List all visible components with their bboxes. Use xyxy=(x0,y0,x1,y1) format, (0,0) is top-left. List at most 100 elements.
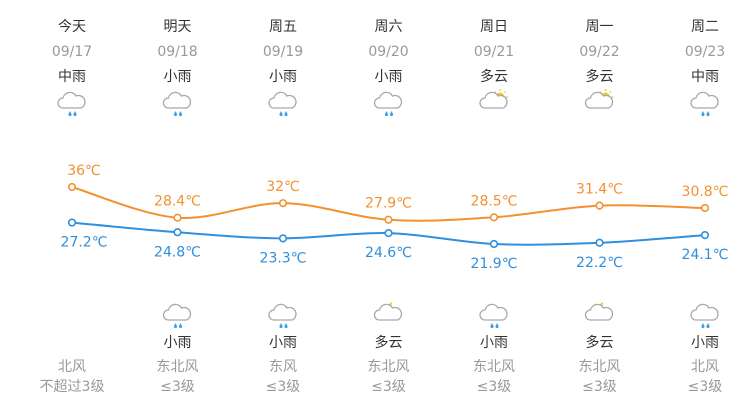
temperature-point xyxy=(278,234,288,243)
weather-icon xyxy=(57,91,86,117)
wind-level: ≤3级 xyxy=(266,379,301,395)
temperature-point xyxy=(595,201,604,210)
cloud xyxy=(479,303,508,321)
raindrop xyxy=(284,323,288,329)
cloud xyxy=(373,91,403,109)
weather-icon xyxy=(584,89,614,109)
temperature-point xyxy=(700,231,710,240)
wind-level: 不超过3级 xyxy=(40,379,105,395)
raindrop xyxy=(490,323,494,329)
wind-direction: 北风 xyxy=(691,359,719,375)
raindrop xyxy=(384,111,389,117)
cloud xyxy=(162,303,192,321)
weather-icon xyxy=(479,89,508,109)
night-weather: 小雨 xyxy=(691,335,719,351)
sun-ray xyxy=(503,90,507,94)
cloud xyxy=(584,91,614,109)
wind-level: ≤3级 xyxy=(477,379,512,395)
raindrop xyxy=(68,111,72,117)
wind-direction: 东北风 xyxy=(157,359,199,375)
temperature-point xyxy=(67,218,77,227)
temperature-label: 36℃ xyxy=(67,163,101,179)
cloud xyxy=(584,303,614,321)
day-weather: 中雨 xyxy=(58,69,86,85)
date: 09/21 xyxy=(474,44,514,60)
weather-icon xyxy=(162,91,192,117)
weather-icon xyxy=(162,303,192,329)
temperature-label: 21.9℃ xyxy=(471,256,518,272)
date: 09/17 xyxy=(52,44,92,60)
wind-direction: 东北风 xyxy=(473,359,515,375)
weather-icon xyxy=(373,91,403,117)
day-name: 周五 xyxy=(269,19,297,35)
day-weather: 多云 xyxy=(480,68,508,85)
temperature-label: 24.6℃ xyxy=(365,245,412,261)
temperature-label: 28.4℃ xyxy=(154,194,201,210)
raindrop xyxy=(173,323,178,329)
temperature-label: 23.3℃ xyxy=(260,250,307,266)
raindrop xyxy=(279,111,283,117)
temperature-label: 31.4℃ xyxy=(576,182,623,198)
raindrop xyxy=(279,323,283,329)
day-weather: 中雨 xyxy=(691,69,719,85)
cloud xyxy=(268,91,297,109)
date: 09/18 xyxy=(157,44,197,60)
weather-icon xyxy=(268,303,297,329)
temperature-label: 32℃ xyxy=(266,179,300,195)
temperature-point xyxy=(489,239,499,249)
weather-icon xyxy=(584,302,614,321)
day-name: 周一 xyxy=(586,19,614,35)
cloud xyxy=(690,91,719,109)
temperature-label: 27.2℃ xyxy=(61,235,108,251)
temperature-label: 24.1℃ xyxy=(682,247,729,263)
wind-level: ≤3级 xyxy=(371,379,406,395)
cloud xyxy=(690,303,719,321)
cloud xyxy=(57,91,86,109)
weather-icon xyxy=(479,303,508,329)
night-weather: 多云 xyxy=(375,334,403,351)
cloud xyxy=(268,303,297,321)
temperature-label: 28.5℃ xyxy=(471,193,518,209)
date: 09/22 xyxy=(579,44,619,60)
date: 09/19 xyxy=(263,44,303,60)
temperature-point xyxy=(67,182,77,192)
wind-level: ≤3级 xyxy=(160,379,195,395)
day-name: 周日 xyxy=(480,19,508,35)
cloud xyxy=(162,91,192,109)
wind-level: ≤3级 xyxy=(582,379,617,395)
temperature-point xyxy=(595,238,604,247)
weather-icon xyxy=(268,91,297,117)
raindrop xyxy=(178,111,183,117)
raindrop xyxy=(701,323,705,329)
raindrop xyxy=(173,111,178,117)
raindrop xyxy=(73,111,77,117)
wind-direction: 东北风 xyxy=(579,359,621,375)
raindrop xyxy=(495,323,499,329)
raindrop xyxy=(178,323,183,329)
day-weather: 多云 xyxy=(586,68,614,85)
raindrop xyxy=(284,111,288,117)
temperature-label: 30.8℃ xyxy=(682,184,729,200)
wind-direction: 北风 xyxy=(58,359,86,375)
night-weather: 小雨 xyxy=(164,335,192,351)
wind-direction: 东北风 xyxy=(368,359,410,375)
raindrop xyxy=(706,323,710,329)
day-name: 周六 xyxy=(375,19,403,35)
raindrop xyxy=(706,111,710,117)
temperature-label: 22.2℃ xyxy=(576,255,623,271)
cloud xyxy=(479,91,508,109)
night-weather: 小雨 xyxy=(269,335,297,351)
weather-icon xyxy=(690,91,719,117)
sun-ray xyxy=(609,90,612,94)
weather-icon xyxy=(373,302,403,321)
temperature-point xyxy=(278,199,288,208)
temperature-point xyxy=(173,228,182,237)
day-weather: 小雨 xyxy=(375,69,403,85)
temperature-point xyxy=(700,203,710,213)
day-name: 周二 xyxy=(691,19,719,35)
cloud xyxy=(373,303,403,321)
raindrop xyxy=(389,111,394,117)
raindrop xyxy=(701,111,705,117)
day-name: 今天 xyxy=(58,19,86,35)
